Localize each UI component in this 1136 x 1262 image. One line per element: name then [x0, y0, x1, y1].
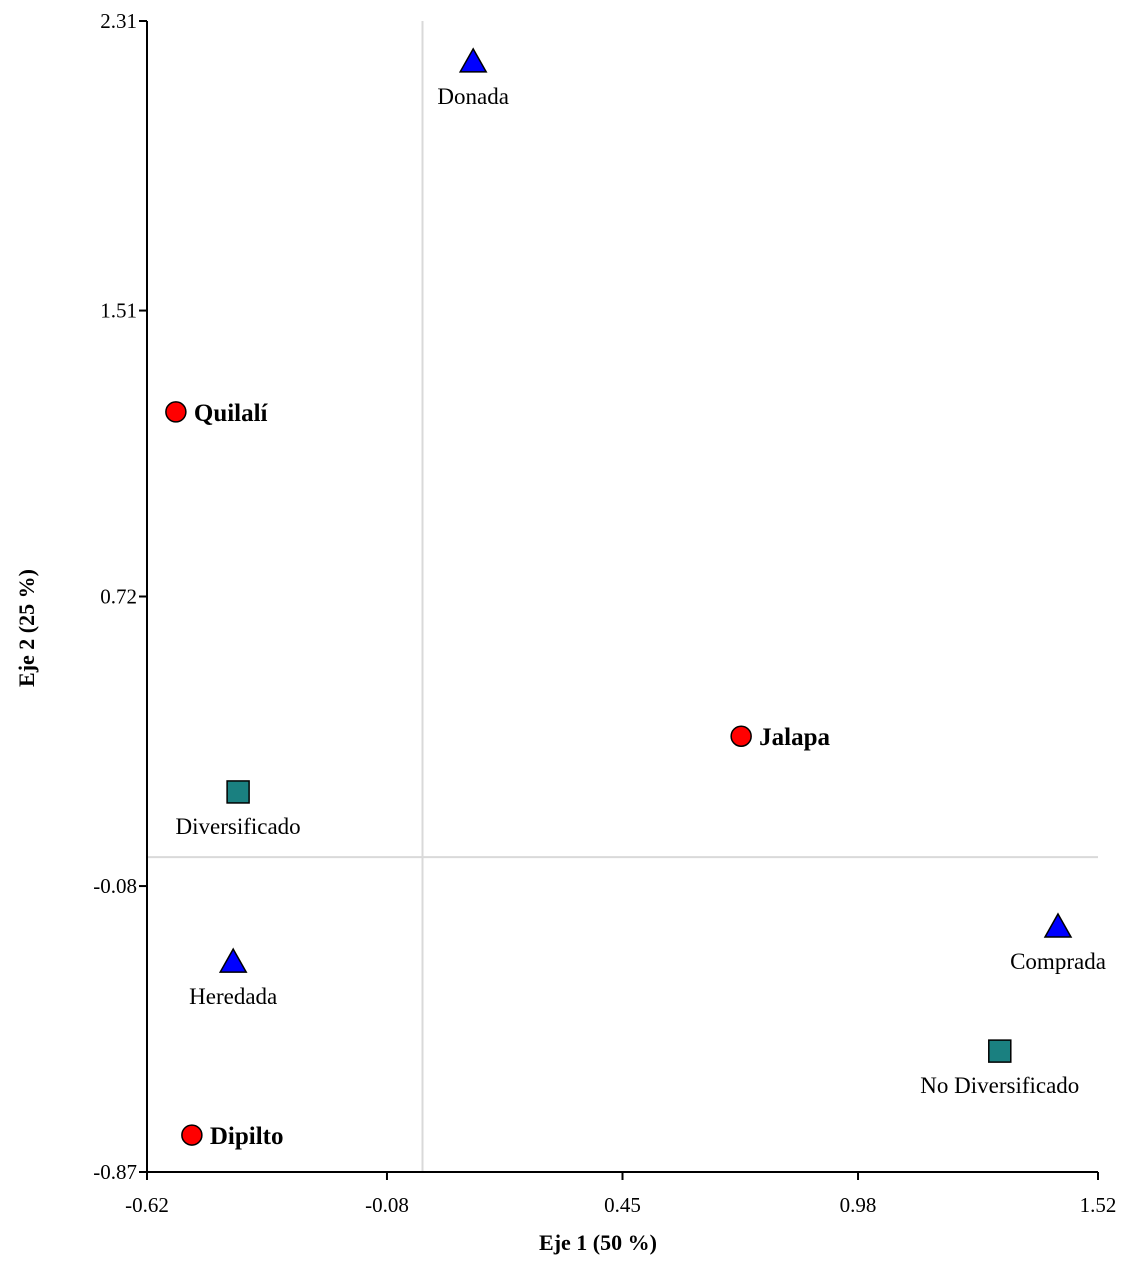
point-label: Jalapa	[759, 724, 830, 751]
y-tick-label: 1.51	[100, 299, 137, 323]
y-tick-label: -0.08	[93, 874, 137, 898]
y-tick-label: 0.72	[100, 585, 137, 609]
point-label: Donada	[437, 84, 509, 109]
point-label: Quilalí	[194, 400, 269, 427]
point	[730, 725, 752, 747]
point-label: No Diversificado	[920, 1073, 1079, 1098]
point-label: Dipilto	[210, 1123, 284, 1150]
y-tick-label: -0.87	[93, 1160, 137, 1184]
point	[458, 47, 488, 73]
x-tick-label: -0.08	[365, 1193, 409, 1217]
point	[181, 1124, 203, 1146]
point	[226, 780, 250, 804]
point-label: Heredada	[189, 984, 277, 1009]
point-label: Diversificado	[176, 814, 301, 839]
x-tick-label: 1.52	[1080, 1193, 1117, 1217]
point	[165, 401, 187, 423]
y-tick-label: 2.31	[100, 9, 137, 33]
x-axis-title: Eje 1 (50 %)	[539, 1230, 657, 1255]
y-axis-title: Eje 2 (25 %)	[14, 569, 39, 687]
point	[1043, 912, 1073, 938]
x-tick-label: -0.62	[125, 1193, 169, 1217]
point-label: Comprada	[1010, 949, 1106, 974]
x-tick-label: 0.98	[840, 1193, 877, 1217]
point	[218, 947, 248, 973]
point	[988, 1039, 1012, 1063]
x-tick-label: 0.45	[604, 1193, 641, 1217]
